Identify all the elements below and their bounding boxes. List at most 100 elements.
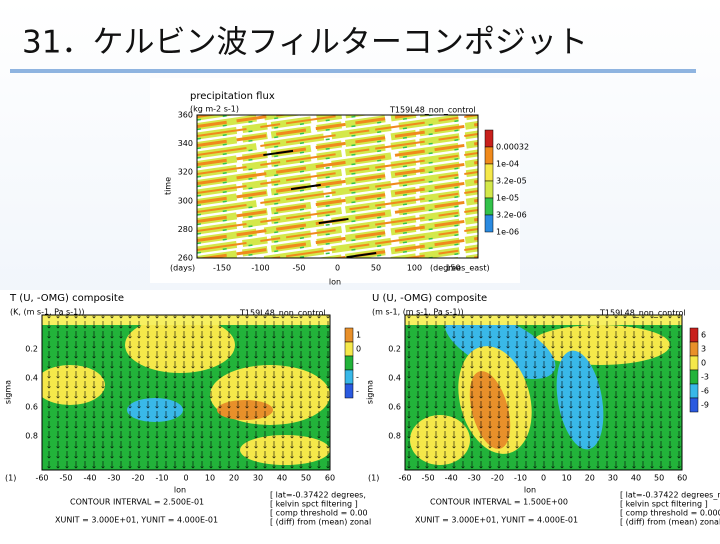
colorbar-box bbox=[689, 341, 699, 357]
run-name: T159L48_non_control bbox=[389, 106, 476, 115]
colorbar-box bbox=[689, 369, 699, 385]
panel-title: precipitation flux bbox=[190, 91, 275, 102]
colorbar-label: 3.2e-06 bbox=[496, 211, 527, 220]
run-name: T159L48_non_control bbox=[599, 309, 686, 318]
band bbox=[197, 115, 352, 137]
colorbar-label: 0 bbox=[701, 359, 706, 368]
x-tick-label: -60 bbox=[35, 474, 48, 483]
x-unit: (degrees_east) bbox=[430, 264, 490, 273]
x-tick-label: 40 bbox=[631, 474, 641, 483]
band bbox=[197, 209, 478, 251]
y-axis-label: sigma bbox=[4, 380, 13, 404]
band bbox=[197, 155, 478, 197]
y-tick-label: 280 bbox=[178, 225, 193, 234]
x-unit: (1) bbox=[368, 474, 379, 483]
x-tick-label: -40 bbox=[83, 474, 96, 483]
colorbar-label: -3 bbox=[701, 373, 709, 382]
info-text: [ lat=-0.37422 degrees_north ] bbox=[620, 491, 720, 500]
y-tick-label: 0.6 bbox=[388, 403, 401, 412]
x-tick-label: -10 bbox=[514, 474, 527, 483]
vectors bbox=[405, 315, 682, 470]
x-axis-label: lon bbox=[174, 486, 186, 495]
x-tick-label: 10 bbox=[562, 474, 572, 483]
colorbar-box bbox=[689, 383, 699, 399]
y-tick-label: 260 bbox=[178, 254, 193, 263]
colorbar-label: 0 bbox=[356, 345, 361, 354]
y-tick-label: 0.2 bbox=[388, 345, 401, 354]
y-tick-label: 300 bbox=[178, 196, 193, 205]
colorbar-label: -9 bbox=[701, 401, 709, 410]
x-tick-label: -150 bbox=[213, 264, 231, 273]
x-tick-label: 50 bbox=[654, 474, 664, 483]
footer-text: XUNIT = 3.000E+01, YUNIT = 4.000E-01 bbox=[55, 516, 218, 525]
x-tick-label: 40 bbox=[277, 474, 287, 483]
colorbar-label: - bbox=[356, 387, 359, 396]
x-tick-label: 0 bbox=[183, 474, 188, 483]
y-tick-label: 320 bbox=[178, 168, 193, 177]
x-tick-label: 60 bbox=[677, 474, 687, 483]
panel-units: (K, (m s-1, Pa s-1)) bbox=[10, 308, 84, 317]
colorbar-label: 6 bbox=[701, 331, 706, 340]
panel-units: (m s-1, (m s-1, Pa s-1)) bbox=[372, 308, 464, 317]
colorbar-label: 0.00032 bbox=[496, 143, 529, 152]
x-tick-label: -50 bbox=[59, 474, 72, 483]
x-tick-label: 10 bbox=[205, 474, 215, 483]
colorbar-box bbox=[689, 397, 699, 413]
colorbar-label: 1e-06 bbox=[496, 228, 519, 237]
slide-title: 31．ケルビン波フィルターコンポジット bbox=[22, 25, 588, 61]
band bbox=[197, 136, 478, 178]
x-axis-label: lon bbox=[329, 278, 341, 287]
band bbox=[197, 171, 478, 213]
band bbox=[197, 115, 289, 128]
run-name: T159L48_non_control bbox=[239, 309, 326, 318]
x-tick-label: 20 bbox=[585, 474, 595, 483]
y-tick-label: 0.8 bbox=[25, 432, 38, 441]
band bbox=[197, 117, 478, 159]
colorbar-label: - bbox=[356, 373, 359, 382]
band bbox=[197, 115, 478, 156]
info-text: [ lat=-0.37422 degrees, bbox=[270, 491, 366, 500]
band bbox=[290, 231, 478, 258]
info-text: [ comp threshold = 0.00035 ] bbox=[620, 509, 720, 518]
colorbar-box bbox=[344, 327, 354, 343]
x-tick-label: 0 bbox=[335, 264, 340, 273]
field bbox=[197, 115, 478, 258]
band bbox=[197, 123, 478, 166]
y-tick-label: 360 bbox=[178, 111, 193, 120]
band bbox=[356, 240, 478, 258]
y-axis-label: time bbox=[164, 177, 173, 195]
x-tick-label: -20 bbox=[491, 474, 504, 483]
colorbar-box bbox=[484, 129, 494, 148]
frame bbox=[41, 314, 331, 471]
x-tick-label: 150 bbox=[445, 264, 460, 273]
x-tick-label: -30 bbox=[468, 474, 481, 483]
y-tick-label: 0.4 bbox=[388, 374, 401, 383]
colorbar-box bbox=[689, 327, 699, 343]
x-tick-label: -10 bbox=[155, 474, 168, 483]
colorbar-box bbox=[344, 341, 354, 357]
panel-title: U (U, -OMG) composite bbox=[372, 293, 487, 304]
x-tick-label: 30 bbox=[608, 474, 618, 483]
band bbox=[197, 218, 478, 258]
x-axis-label: lon bbox=[524, 486, 536, 495]
band bbox=[197, 126, 478, 169]
info-text: [ (diff) from (mean) zonal bbox=[270, 518, 371, 527]
field bbox=[405, 315, 682, 470]
x-tick-label: -20 bbox=[131, 474, 144, 483]
x-tick-label: -30 bbox=[107, 474, 120, 483]
x-tick-label: -40 bbox=[445, 474, 458, 483]
panel-units: (kg m-2 s-1) bbox=[190, 105, 239, 114]
x-tick-label: 50 bbox=[301, 474, 311, 483]
y-tick-label: 0.6 bbox=[25, 403, 38, 412]
frame bbox=[404, 314, 683, 471]
colorbar-label: 1e-05 bbox=[496, 194, 519, 203]
info-text: [ (diff) from (mean) zonal ] bbox=[620, 518, 720, 527]
info-text: [ comp threshold = 0.00 bbox=[270, 509, 368, 518]
band bbox=[197, 174, 478, 216]
band bbox=[197, 152, 478, 194]
colorbar-label: 1e-04 bbox=[496, 160, 519, 169]
band bbox=[382, 244, 478, 258]
band bbox=[197, 142, 478, 185]
band bbox=[316, 235, 478, 258]
colorbar-box bbox=[689, 355, 699, 371]
